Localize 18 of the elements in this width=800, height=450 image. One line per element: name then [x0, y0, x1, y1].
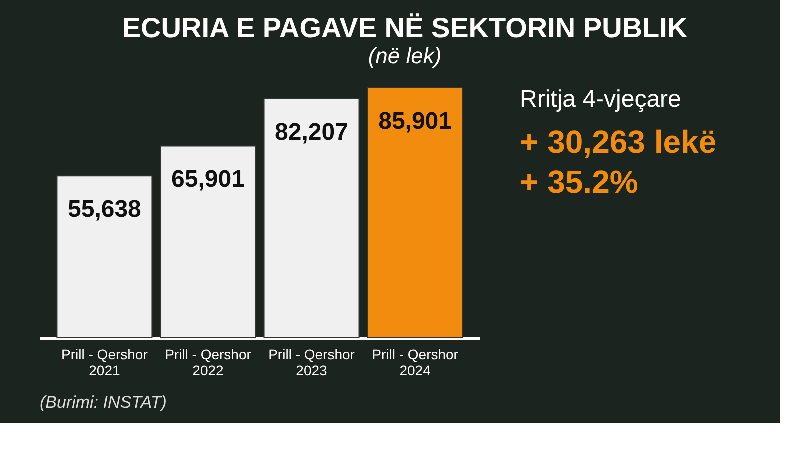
chart-title: ECURIA E PAGAVE NË SEKTORIN PUBLIK [122, 12, 688, 44]
text: + 30,263 lekë [520, 124, 717, 160]
x-tick-label: Prill - Qershor 2021 [62, 346, 148, 378]
chart-subtitle: (në lek) [368, 44, 442, 68]
x-tick-label: Prill - Qershor 2023 [268, 346, 356, 378]
text: (Burimi: INSTAT) [40, 393, 167, 412]
data-label: 85,901 [378, 108, 452, 135]
x-tick-label: Prill - Qershor 2022 [165, 346, 252, 378]
bar [264, 98, 360, 338]
data-label: 55,638 [68, 196, 142, 224]
bar [56, 176, 153, 338]
text: + 35.2% [520, 164, 638, 200]
text: Rritja 4-vjeçare [520, 86, 682, 113]
bar [367, 88, 464, 338]
x-tick-label: Prill - Qershor 2024 [372, 346, 459, 378]
data-label: 65,901 [172, 166, 245, 194]
bar [160, 146, 256, 338]
data-label: 82,207 [275, 118, 348, 146]
